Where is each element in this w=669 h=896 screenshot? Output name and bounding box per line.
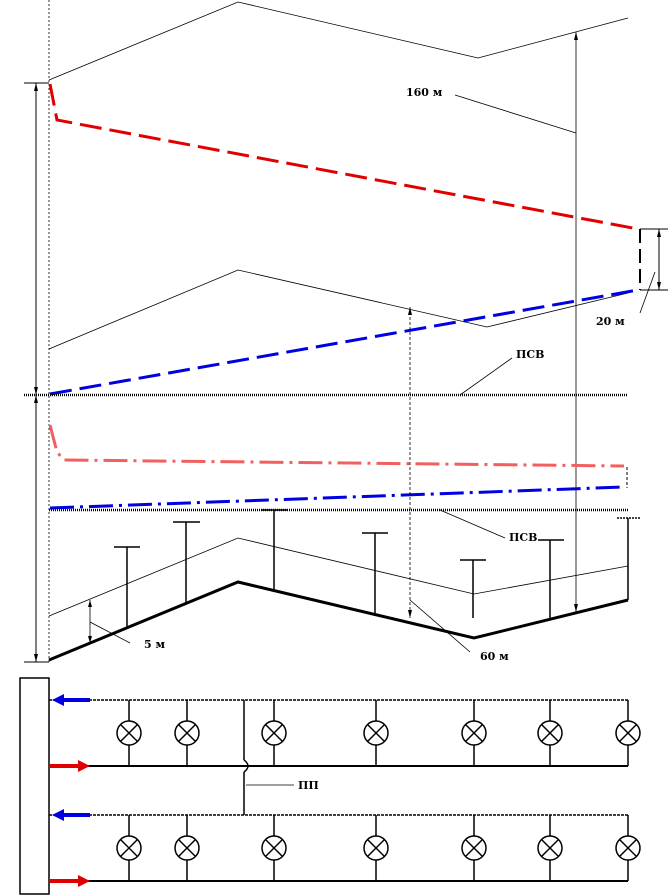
lamp-icon [537, 815, 563, 881]
lamp-row-1-lines [49, 699, 628, 767]
dim-60-line [408, 307, 471, 653]
psv-top-label: ПСВ [516, 348, 544, 361]
pp-label: ПП [298, 779, 319, 792]
left-height-dimension [24, 82, 49, 395]
dim-20-label: 20 м [596, 315, 625, 328]
distribution-panel [19, 677, 50, 895]
pp-connector [243, 700, 294, 815]
lamp-row-1 [116, 700, 641, 766]
lamp-icon [615, 700, 641, 766]
lower-left-dimension [24, 395, 49, 663]
dim-5-label: 5 м [144, 638, 165, 651]
lamp-row-2-lines [49, 814, 628, 882]
psv-top-leader [459, 357, 513, 396]
lower-thin-terrain [48, 537, 629, 617]
return-arrow-2 [52, 809, 90, 821]
middle-terrain-line [48, 269, 629, 350]
blue-dashdot-pressure-line [49, 485, 625, 510]
right-end-box [639, 228, 668, 314]
supply-arrow-2 [49, 875, 90, 887]
lamp-icon [537, 700, 563, 766]
blue-pressure-line [49, 288, 639, 396]
upper-terrain-line [48, 1, 629, 81]
thick-ground-line [48, 580, 629, 662]
ground-stands [114, 509, 640, 628]
lamp-icon [615, 815, 641, 881]
lamp-icon [363, 815, 389, 881]
supply-arrow-1 [49, 760, 90, 772]
lamp-row-2 [116, 815, 641, 881]
dim-60-label: 60 м [480, 650, 509, 663]
lamp-icon [261, 700, 287, 766]
lamp-icon [261, 815, 287, 881]
return-arrow-1 [52, 694, 90, 706]
dim-160-line [454, 32, 578, 612]
red-pressure-line [48, 83, 639, 231]
light-red-pressure-line [48, 424, 625, 468]
lamp-icon [174, 700, 200, 766]
dim-160-label: 160 м [406, 86, 443, 99]
lamp-icon [116, 700, 142, 766]
psv-mid-label: ПСВ [509, 531, 537, 544]
psv-mid-leader [439, 509, 506, 539]
dim-5-line [88, 600, 131, 644]
lamp-icon [363, 700, 389, 766]
lamp-icon [461, 700, 487, 766]
lamp-icon [174, 815, 200, 881]
lamp-icon [116, 815, 142, 881]
lamp-icon [461, 815, 487, 881]
